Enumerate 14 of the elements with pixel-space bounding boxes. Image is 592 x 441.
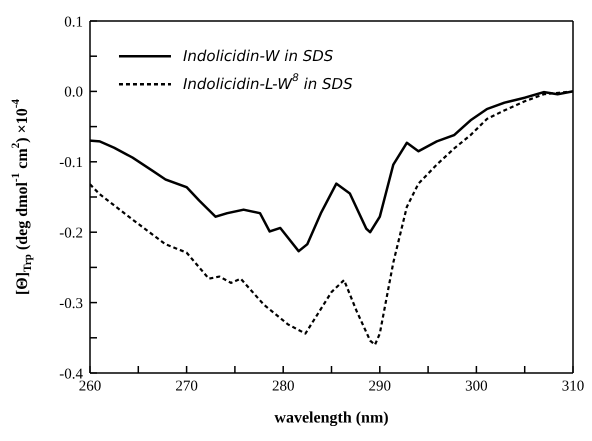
legend-label: Indolicidin-L-W$^{8}$ in SDS — [182, 72, 354, 94]
x-tick-label: 290 — [368, 378, 392, 395]
x-tick-label: 280 — [272, 378, 294, 395]
x-tick-label: 300 — [465, 378, 488, 395]
y-tick-label: -0.2 — [59, 226, 83, 242]
y-tick-label: 0.0 — [64, 84, 83, 101]
legend-label: Indolicidin-W in SDS — [182, 47, 334, 66]
x-tick-label: 310 — [562, 378, 584, 395]
x-axis-title: wavelength (nm) — [274, 409, 389, 426]
y-tick-label: -0.1 — [59, 155, 83, 172]
x-tick-label: 260 — [78, 378, 102, 395]
y-tick-label: 0.1 — [64, 14, 83, 30]
x-tick-label: 270 — [175, 378, 198, 395]
y-tick-label: -0.3 — [59, 296, 83, 312]
